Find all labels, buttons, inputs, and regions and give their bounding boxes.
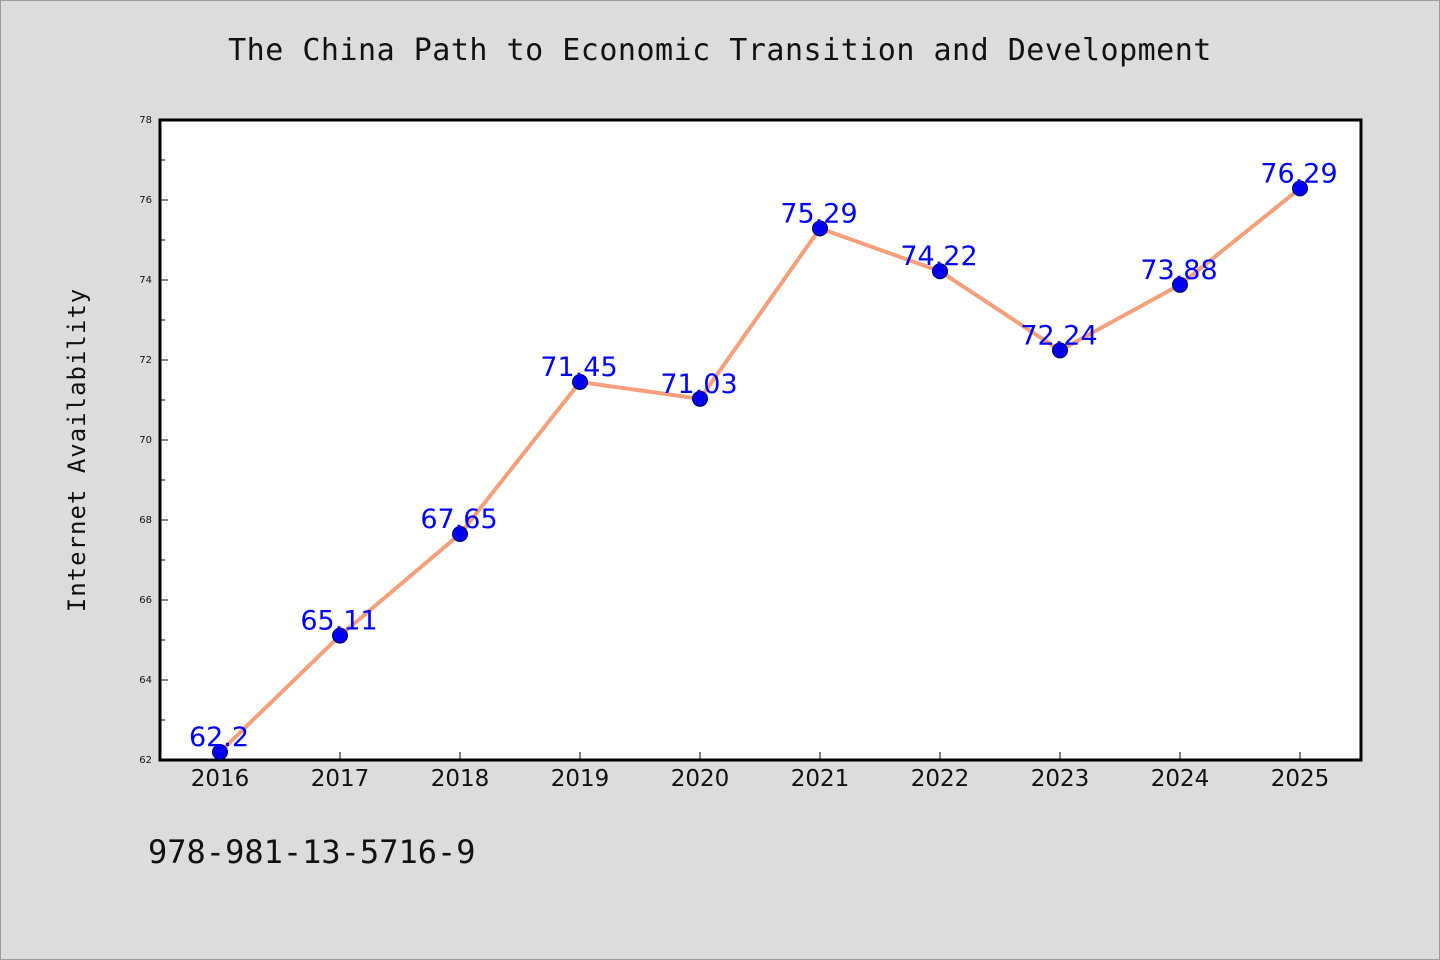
x-tick-label: 2020 [671,766,730,792]
data-labels: 62.2 65.11 67.65 71.45 71.03 75.29 74.22 72.24 7… [189,158,1338,753]
data-markers [212,180,1308,760]
chart-title: The China Path to Economic Transition an… [228,33,1212,68]
data-point [1052,342,1068,359]
y-tick-label: 76 [139,195,152,206]
data-label: 74.22 [900,241,977,272]
x-tick-label: 2019 [551,766,610,792]
data-label: 62.2 [189,722,249,753]
data-label: 71.03 [660,369,737,400]
x-tick-label: 2017 [311,766,370,792]
data-label: 65.11 [300,606,377,637]
data-label: 76.29 [1260,158,1337,189]
y-tick-label: 62 [139,755,152,766]
y-axis: 62 64 66 68 70 72 74 76 78 [139,115,168,766]
data-point [932,263,948,280]
x-tick-label: 2022 [911,766,970,792]
x-axis: 2016 2017 2018 2019 2020 2021 2022 2023 2024 2025 [191,752,1330,792]
x-tick-label: 2018 [431,766,490,792]
data-point [692,390,708,407]
data-point [332,627,348,644]
y-tick-label: 78 [139,115,152,126]
y-tick-label: 64 [139,675,152,686]
x-tick-label: 2024 [1151,766,1210,792]
data-label: 75.29 [780,198,857,229]
data-label: 67.65 [420,504,497,535]
y-tick-label: 74 [139,275,152,286]
data-point [1292,180,1308,197]
y-tick-label: 68 [139,515,152,526]
data-point [572,374,588,390]
y-tick-label: 70 [139,435,152,446]
x-tick-label: 2016 [191,766,250,792]
x-tick-label: 2021 [791,766,850,792]
data-label: 73.88 [1140,255,1217,286]
isbn-text: 978-981-13-5716-9 [148,833,476,871]
data-point [812,220,828,237]
data-point [212,744,228,760]
series-line [218,186,1302,754]
data-label: 71.45 [540,352,617,383]
plot-area [158,118,1363,762]
data-label: 72.24 [1020,320,1097,351]
y-tick-label: 72 [139,355,152,366]
data-point [1172,276,1188,293]
x-tick-label: 2025 [1271,766,1330,792]
data-point [452,526,468,542]
x-tick-label: 2023 [1031,766,1090,792]
y-tick-label: 66 [139,595,152,606]
